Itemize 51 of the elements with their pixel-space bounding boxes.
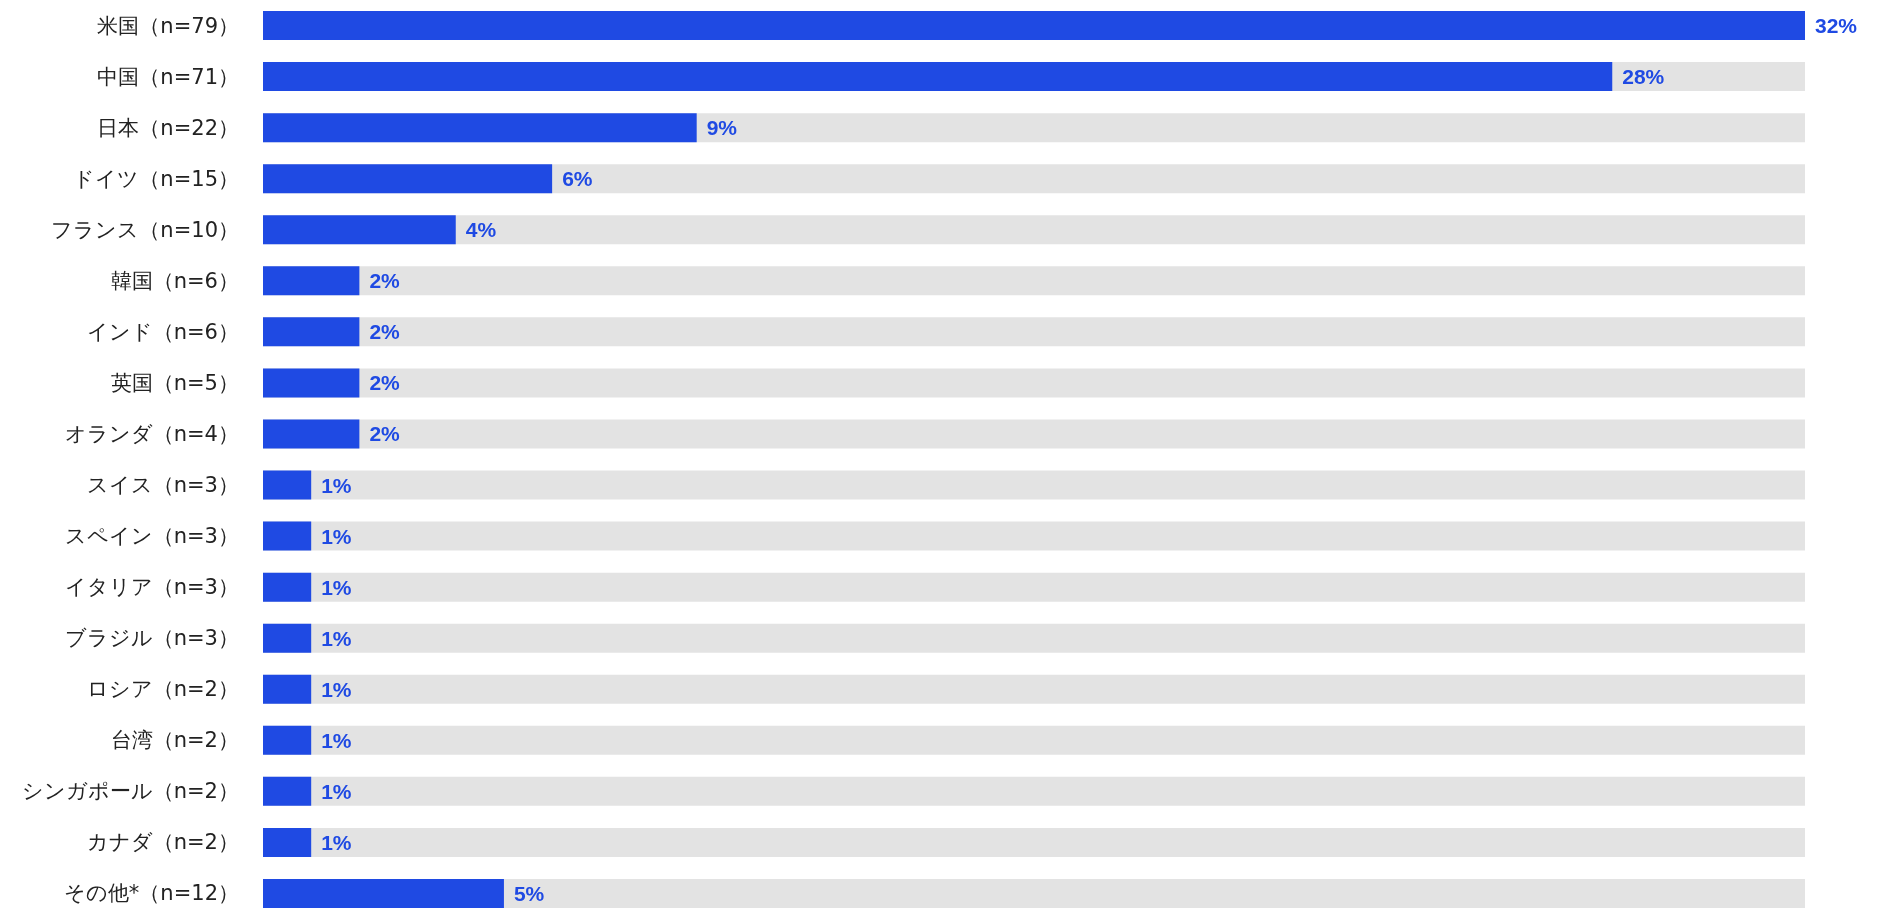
data-label: 1% bbox=[321, 830, 352, 854]
y-tick-label: 米国（n=79） bbox=[97, 13, 239, 38]
bar bbox=[263, 776, 312, 806]
data-label: 1% bbox=[321, 473, 352, 497]
y-tick-label: スペイン（n=3） bbox=[64, 524, 239, 549]
y-tick-label: シンガポール（n=2） bbox=[21, 779, 239, 804]
data-label: 4% bbox=[465, 218, 497, 242]
bar bbox=[263, 419, 360, 449]
y-tick-label: 中国（n=71） bbox=[97, 64, 239, 89]
bar bbox=[263, 827, 312, 857]
data-label: 1% bbox=[321, 575, 352, 599]
data-label: 1% bbox=[321, 779, 352, 803]
bar bbox=[263, 878, 504, 908]
y-tick-label: 韓国（n=6） bbox=[110, 268, 239, 293]
y-tick-label: その他*（n=12） bbox=[63, 881, 239, 906]
bar bbox=[263, 215, 456, 245]
bar bbox=[263, 521, 312, 551]
y-tick-label: インド（n=6） bbox=[86, 319, 239, 344]
data-label: 32% bbox=[1815, 14, 1858, 38]
data-label: 1% bbox=[321, 626, 352, 650]
y-tick-label: 日本（n=22） bbox=[97, 115, 239, 140]
bar bbox=[263, 674, 312, 704]
bar bbox=[263, 572, 312, 602]
y-tick-label: カナダ（n=2） bbox=[86, 830, 239, 855]
data-label: 9% bbox=[706, 116, 738, 140]
y-tick-label: ドイツ（n=15） bbox=[73, 166, 239, 191]
data-label: 6% bbox=[562, 167, 593, 191]
y-tick-label: ブラジル（n=3） bbox=[64, 626, 239, 651]
bar bbox=[263, 368, 360, 398]
data-label: 28% bbox=[1622, 65, 1665, 89]
data-label: 5% bbox=[513, 881, 545, 905]
y-tick-label: 台湾（n=2） bbox=[110, 728, 239, 753]
bar bbox=[263, 725, 312, 755]
bar bbox=[263, 266, 360, 296]
data-label: 1% bbox=[321, 524, 352, 548]
bar bbox=[263, 470, 312, 500]
data-label: 2% bbox=[369, 320, 401, 344]
bar bbox=[263, 164, 553, 194]
bar bbox=[263, 623, 312, 653]
data-label: 2% bbox=[369, 422, 401, 446]
y-tick-label: イタリア（n=3） bbox=[64, 575, 239, 600]
data-label: 2% bbox=[369, 371, 401, 395]
y-tick-label: 英国（n=5） bbox=[110, 370, 239, 395]
bar bbox=[263, 317, 360, 347]
data-label: 2% bbox=[369, 269, 401, 293]
y-tick-label: オランダ（n=4） bbox=[64, 421, 239, 446]
y-tick-label: ロシア（n=2） bbox=[86, 677, 239, 702]
data-label: 1% bbox=[321, 728, 352, 752]
y-tick-label: スイス（n=3） bbox=[86, 473, 239, 498]
data-label: 1% bbox=[321, 677, 352, 701]
y-tick-label: フランス（n=10） bbox=[51, 217, 239, 242]
